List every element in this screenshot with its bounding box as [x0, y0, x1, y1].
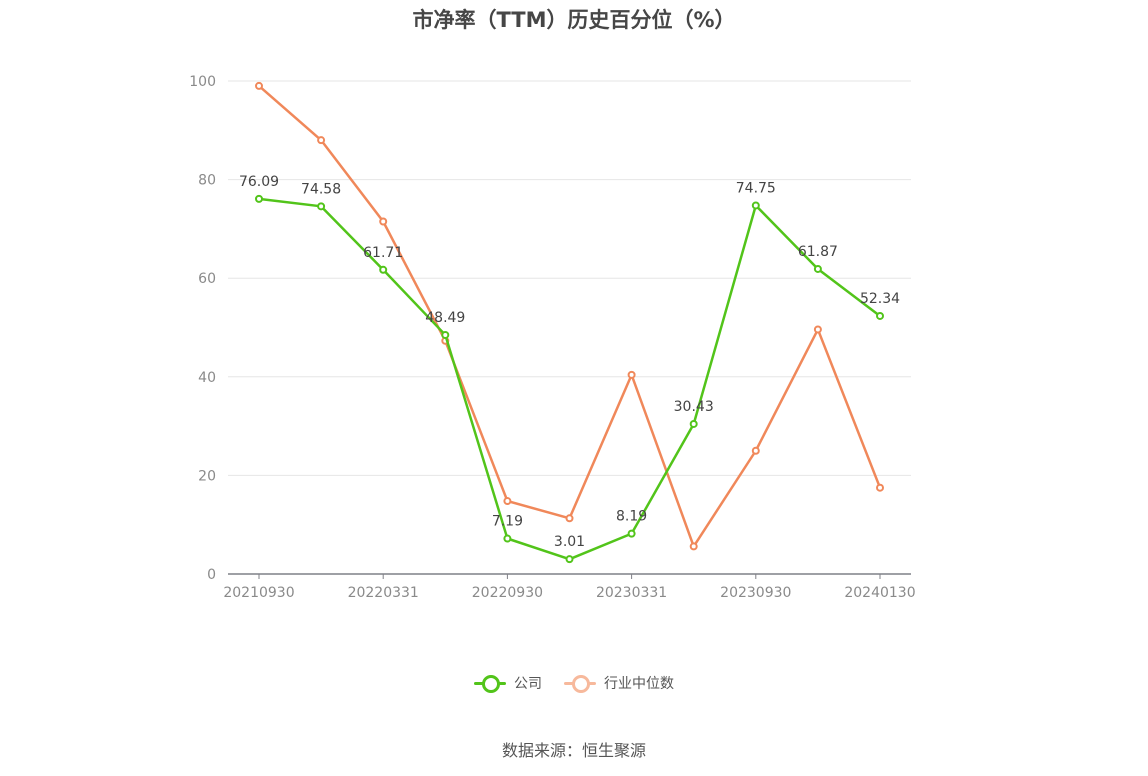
legend-company-label: 公司 [514, 676, 542, 692]
company-data-label: 74.58 [301, 181, 341, 197]
industry-point [751, 446, 760, 455]
label-layer: 76.09 74.58 61.71 48.49 7.19 3.01 8.19 30.43 74.… [239, 174, 900, 550]
industry-point [503, 497, 512, 506]
industry-point [317, 136, 326, 145]
company-data-label: 52.34 [860, 291, 900, 307]
company-point [689, 419, 698, 428]
chart-title: 市净率（TTM）历史百分位（%） [412, 8, 736, 32]
company-point [813, 264, 822, 273]
company-data-label: 8.19 [616, 509, 647, 525]
company-data-label: 61.71 [363, 245, 403, 261]
company-point [565, 555, 574, 564]
x-tick-label: 20220930 [472, 585, 543, 601]
x-tick-label: 20230331 [596, 585, 667, 601]
grid-layer [228, 80, 911, 476]
axis-layer: 0 20 40 60 80 100 20210930 20220331 20220930 2023… [189, 74, 915, 601]
company-data-label: 76.09 [239, 174, 279, 190]
company-point [876, 311, 884, 320]
legend-industry-marker-icon [564, 673, 596, 693]
series-line-company [258, 197, 881, 561]
legend-company-marker-icon [474, 673, 506, 693]
y-tick-label: 80 [198, 173, 216, 189]
company-point [255, 194, 263, 203]
industry-point [565, 514, 574, 523]
y-tick-label: 20 [198, 468, 216, 484]
company-data-label: 30.43 [674, 399, 714, 415]
industry-point [689, 542, 698, 551]
x-tick-label: 20240130 [844, 585, 915, 601]
legend: 公司 行业中位数 [0, 673, 1148, 693]
y-tick-label: 40 [198, 370, 216, 386]
company-point [503, 534, 512, 543]
company-data-label: 48.49 [425, 310, 465, 326]
company-data-label: 61.87 [798, 244, 838, 260]
y-tick-label: 0 [207, 567, 216, 583]
x-tick-label: 20210930 [223, 585, 294, 601]
company-data-label: 7.19 [492, 514, 523, 530]
company-point [441, 330, 450, 339]
data-source: 数据来源：恒生聚源 [501, 741, 646, 760]
legend-item-company[interactable]: 公司 [474, 673, 542, 693]
industry-point [813, 325, 822, 334]
x-tick-label: 20220331 [348, 585, 419, 601]
company-point [317, 202, 326, 211]
company-point [379, 265, 388, 274]
industry-point [627, 370, 636, 379]
y-tick-label: 100 [189, 74, 216, 90]
industry-point [255, 81, 263, 90]
y-tick-label: 60 [198, 271, 216, 287]
industry-point [876, 483, 884, 492]
legend-item-industry[interactable]: 行业中位数 [564, 673, 674, 693]
company-data-label: 3.01 [554, 534, 585, 550]
company-point [627, 529, 636, 538]
series-layer [255, 81, 884, 564]
company-data-label: 74.75 [736, 180, 776, 196]
x-tick-label: 20230930 [720, 585, 791, 601]
legend-industry-label: 行业中位数 [604, 676, 674, 692]
company-point [751, 201, 760, 210]
series-line-industry [258, 84, 882, 548]
industry-point [379, 217, 388, 226]
